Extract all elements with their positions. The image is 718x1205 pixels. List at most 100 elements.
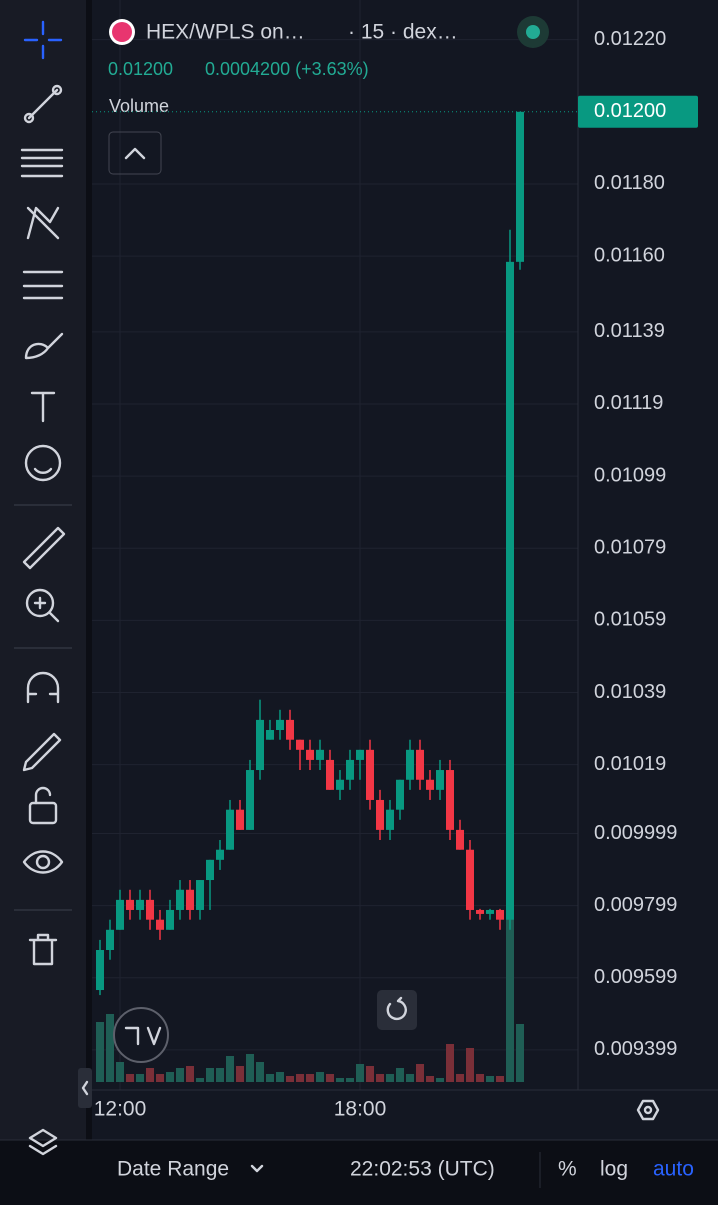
log-toggle[interactable]: log xyxy=(600,1158,628,1181)
collapse-tab[interactable] xyxy=(78,1068,92,1108)
chevron-icon xyxy=(124,147,146,160)
clock[interactable]: 22:02:53 (UTC) xyxy=(350,1158,495,1181)
volume-bar xyxy=(146,1068,154,1082)
volume-bar xyxy=(356,1064,364,1082)
tool-icons xyxy=(20,20,66,966)
eye-icon[interactable] xyxy=(22,850,64,874)
candle-body xyxy=(436,770,444,790)
volume-bar xyxy=(256,1062,264,1082)
price-axis: 0.01220 0.01180 0.01160 0.01139 0.01119 0.010… xyxy=(578,28,698,1060)
volume xyxy=(96,914,524,1082)
candle-body xyxy=(216,849,224,860)
candle-body xyxy=(426,779,434,790)
emoji-icon[interactable] xyxy=(24,444,62,482)
y-tick-label: 0.01139 xyxy=(594,320,665,342)
crosshair-icon[interactable] xyxy=(23,20,63,60)
volume-bar xyxy=(386,1074,394,1082)
line-icon[interactable] xyxy=(27,88,59,120)
volume-bar xyxy=(316,1072,324,1082)
candle-body xyxy=(96,949,104,991)
reset-button[interactable] xyxy=(377,990,417,1030)
candle-body xyxy=(356,749,364,760)
candles xyxy=(96,111,524,996)
volume-bar xyxy=(206,1068,214,1082)
candle-body xyxy=(496,909,504,920)
symbol[interactable]: HEX/WPLS on… xyxy=(146,21,305,44)
zoom-icon[interactable] xyxy=(25,588,55,618)
magnet-icon[interactable] xyxy=(26,671,60,704)
volume-bar xyxy=(96,1022,104,1082)
volume-bar xyxy=(366,1066,374,1082)
volume-bar xyxy=(286,1076,294,1082)
volume-bar xyxy=(436,1078,444,1082)
candle-body xyxy=(206,859,214,881)
percent-toggle[interactable]: % xyxy=(558,1158,577,1181)
volume-bar xyxy=(346,1078,354,1082)
volume-bar xyxy=(226,1056,234,1082)
volume-bar xyxy=(276,1072,284,1082)
interval[interactable]: · 15 · dex… xyxy=(348,21,458,44)
volume-bar xyxy=(486,1076,494,1082)
candle-body xyxy=(166,909,174,930)
y-tick-label: 0.009399 xyxy=(594,1038,677,1060)
projection-icon[interactable] xyxy=(22,270,64,300)
volume-bar xyxy=(126,1074,134,1082)
text-icon[interactable] xyxy=(30,391,56,423)
candle-body xyxy=(196,880,204,910)
volume-bar xyxy=(506,914,514,1082)
token-icon xyxy=(112,22,132,42)
candle-body xyxy=(116,899,124,930)
collapse-button[interactable] xyxy=(108,131,162,175)
candle-body xyxy=(306,749,314,760)
volume-bar xyxy=(156,1074,164,1082)
status-dot xyxy=(526,25,540,39)
price-label-box xyxy=(578,95,698,128)
volume-bar xyxy=(296,1074,304,1082)
y-tick-label: 0.01099 xyxy=(594,464,666,486)
candle-body xyxy=(386,809,394,830)
settings-icon[interactable] xyxy=(636,1099,660,1121)
volume-bar xyxy=(466,1048,474,1082)
candle-body xyxy=(156,919,164,930)
brush-icon[interactable] xyxy=(24,332,64,360)
change: 0.0004200 (+3.63%) xyxy=(205,59,369,79)
lock-drawing-icon[interactable] xyxy=(22,732,62,772)
x-tick-label: 18:00 xyxy=(334,1098,387,1121)
y-tick-label: 0.01039 xyxy=(594,681,666,703)
candle-body xyxy=(476,909,484,914)
candle-body xyxy=(126,899,134,910)
pattern-icon[interactable] xyxy=(26,206,60,240)
volume-bar xyxy=(426,1076,434,1082)
volume-bar xyxy=(176,1068,184,1082)
candle-body xyxy=(256,719,264,771)
lock-icon[interactable] xyxy=(28,801,58,825)
ruler-icon[interactable] xyxy=(22,526,66,570)
y-tick-label: 0.01119 xyxy=(594,392,663,414)
candle-body xyxy=(246,770,254,830)
date-range[interactable]: Date Range xyxy=(117,1158,229,1181)
candle-body xyxy=(326,759,334,790)
y-tick-label: 0.01160 xyxy=(594,244,665,266)
volume-bar xyxy=(306,1074,314,1082)
fib-icon[interactable] xyxy=(20,148,64,178)
volume-bar xyxy=(266,1074,274,1082)
trash-icon[interactable] xyxy=(28,933,58,966)
volume-bar xyxy=(196,1078,204,1082)
candle-body xyxy=(286,719,294,740)
auto-toggle[interactable]: auto xyxy=(653,1158,694,1181)
volume-bar xyxy=(216,1068,224,1082)
price-label: 0.01200 xyxy=(594,100,666,122)
price: 0.01200 xyxy=(108,59,173,79)
candle-body xyxy=(446,770,454,830)
layers-icon[interactable] xyxy=(28,1128,58,1156)
grid xyxy=(92,0,578,1090)
candle-body xyxy=(396,779,404,810)
volume-bar xyxy=(166,1072,174,1082)
y-tick-label: 0.01220 xyxy=(594,28,666,50)
volume-label: Volume xyxy=(109,96,169,116)
tv-logo[interactable] xyxy=(113,1007,169,1063)
candle-body xyxy=(316,749,324,760)
y-tick-label: 0.01180 xyxy=(594,172,665,194)
candle-body xyxy=(346,759,354,780)
